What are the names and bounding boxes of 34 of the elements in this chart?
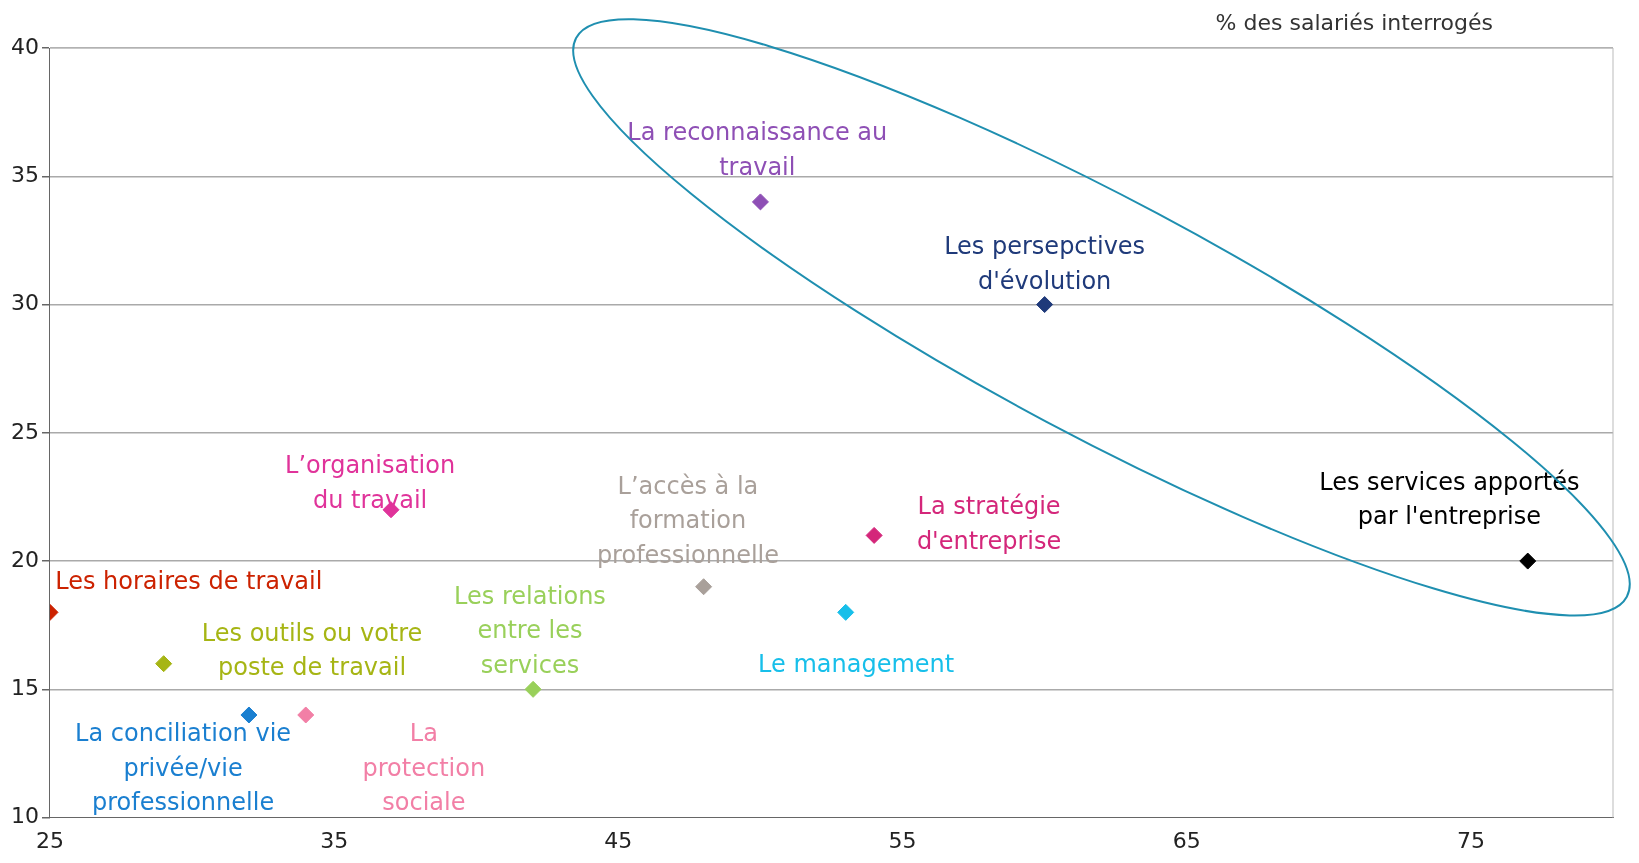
x-tick-label: 65: [1172, 827, 1201, 853]
y-tick-label: 35: [10, 161, 39, 187]
x-tick-label: 75: [1456, 827, 1485, 853]
series-label: La conciliation vie privée/vie professionnelle: [75, 719, 292, 817]
point: [297, 706, 315, 724]
series-label: Le management: [758, 649, 955, 678]
text: % des salariés interrogés: [1215, 9, 1493, 35]
x-tick-label: 45: [604, 827, 633, 853]
series-label: Les persepctives d'évolution: [944, 232, 1146, 295]
x-tick-label: 35: [320, 827, 349, 853]
y-tick-label: 20: [10, 546, 39, 572]
y-tick-label: 10: [10, 803, 39, 829]
series-label: Les outils ou votre poste de travail: [201, 618, 423, 682]
point: [865, 526, 883, 544]
text: Les relations entre les services: [454, 581, 606, 679]
point: [524, 680, 542, 698]
y-tick-label: 25: [10, 418, 39, 444]
x-tick-label: 25: [35, 827, 64, 853]
y-tick-label: 40: [10, 33, 39, 59]
y-tick-label: 30: [10, 290, 39, 316]
series-label: L’organisation du travail: [285, 451, 456, 514]
point: [695, 578, 713, 596]
y-tick-label: 15: [10, 675, 39, 701]
text: La protection sociale: [362, 719, 486, 817]
point: [240, 706, 258, 724]
series-label: La reconnaissance au travail: [627, 118, 888, 181]
series-label: La stratégie d'entreprise: [916, 492, 1062, 555]
point: [1036, 296, 1054, 314]
point: [155, 655, 173, 673]
point: [837, 603, 855, 621]
point: [751, 193, 769, 211]
point: [1519, 552, 1537, 570]
series-label: Les horaires de travail: [55, 567, 323, 596]
x-tick-label: 55: [888, 827, 917, 853]
